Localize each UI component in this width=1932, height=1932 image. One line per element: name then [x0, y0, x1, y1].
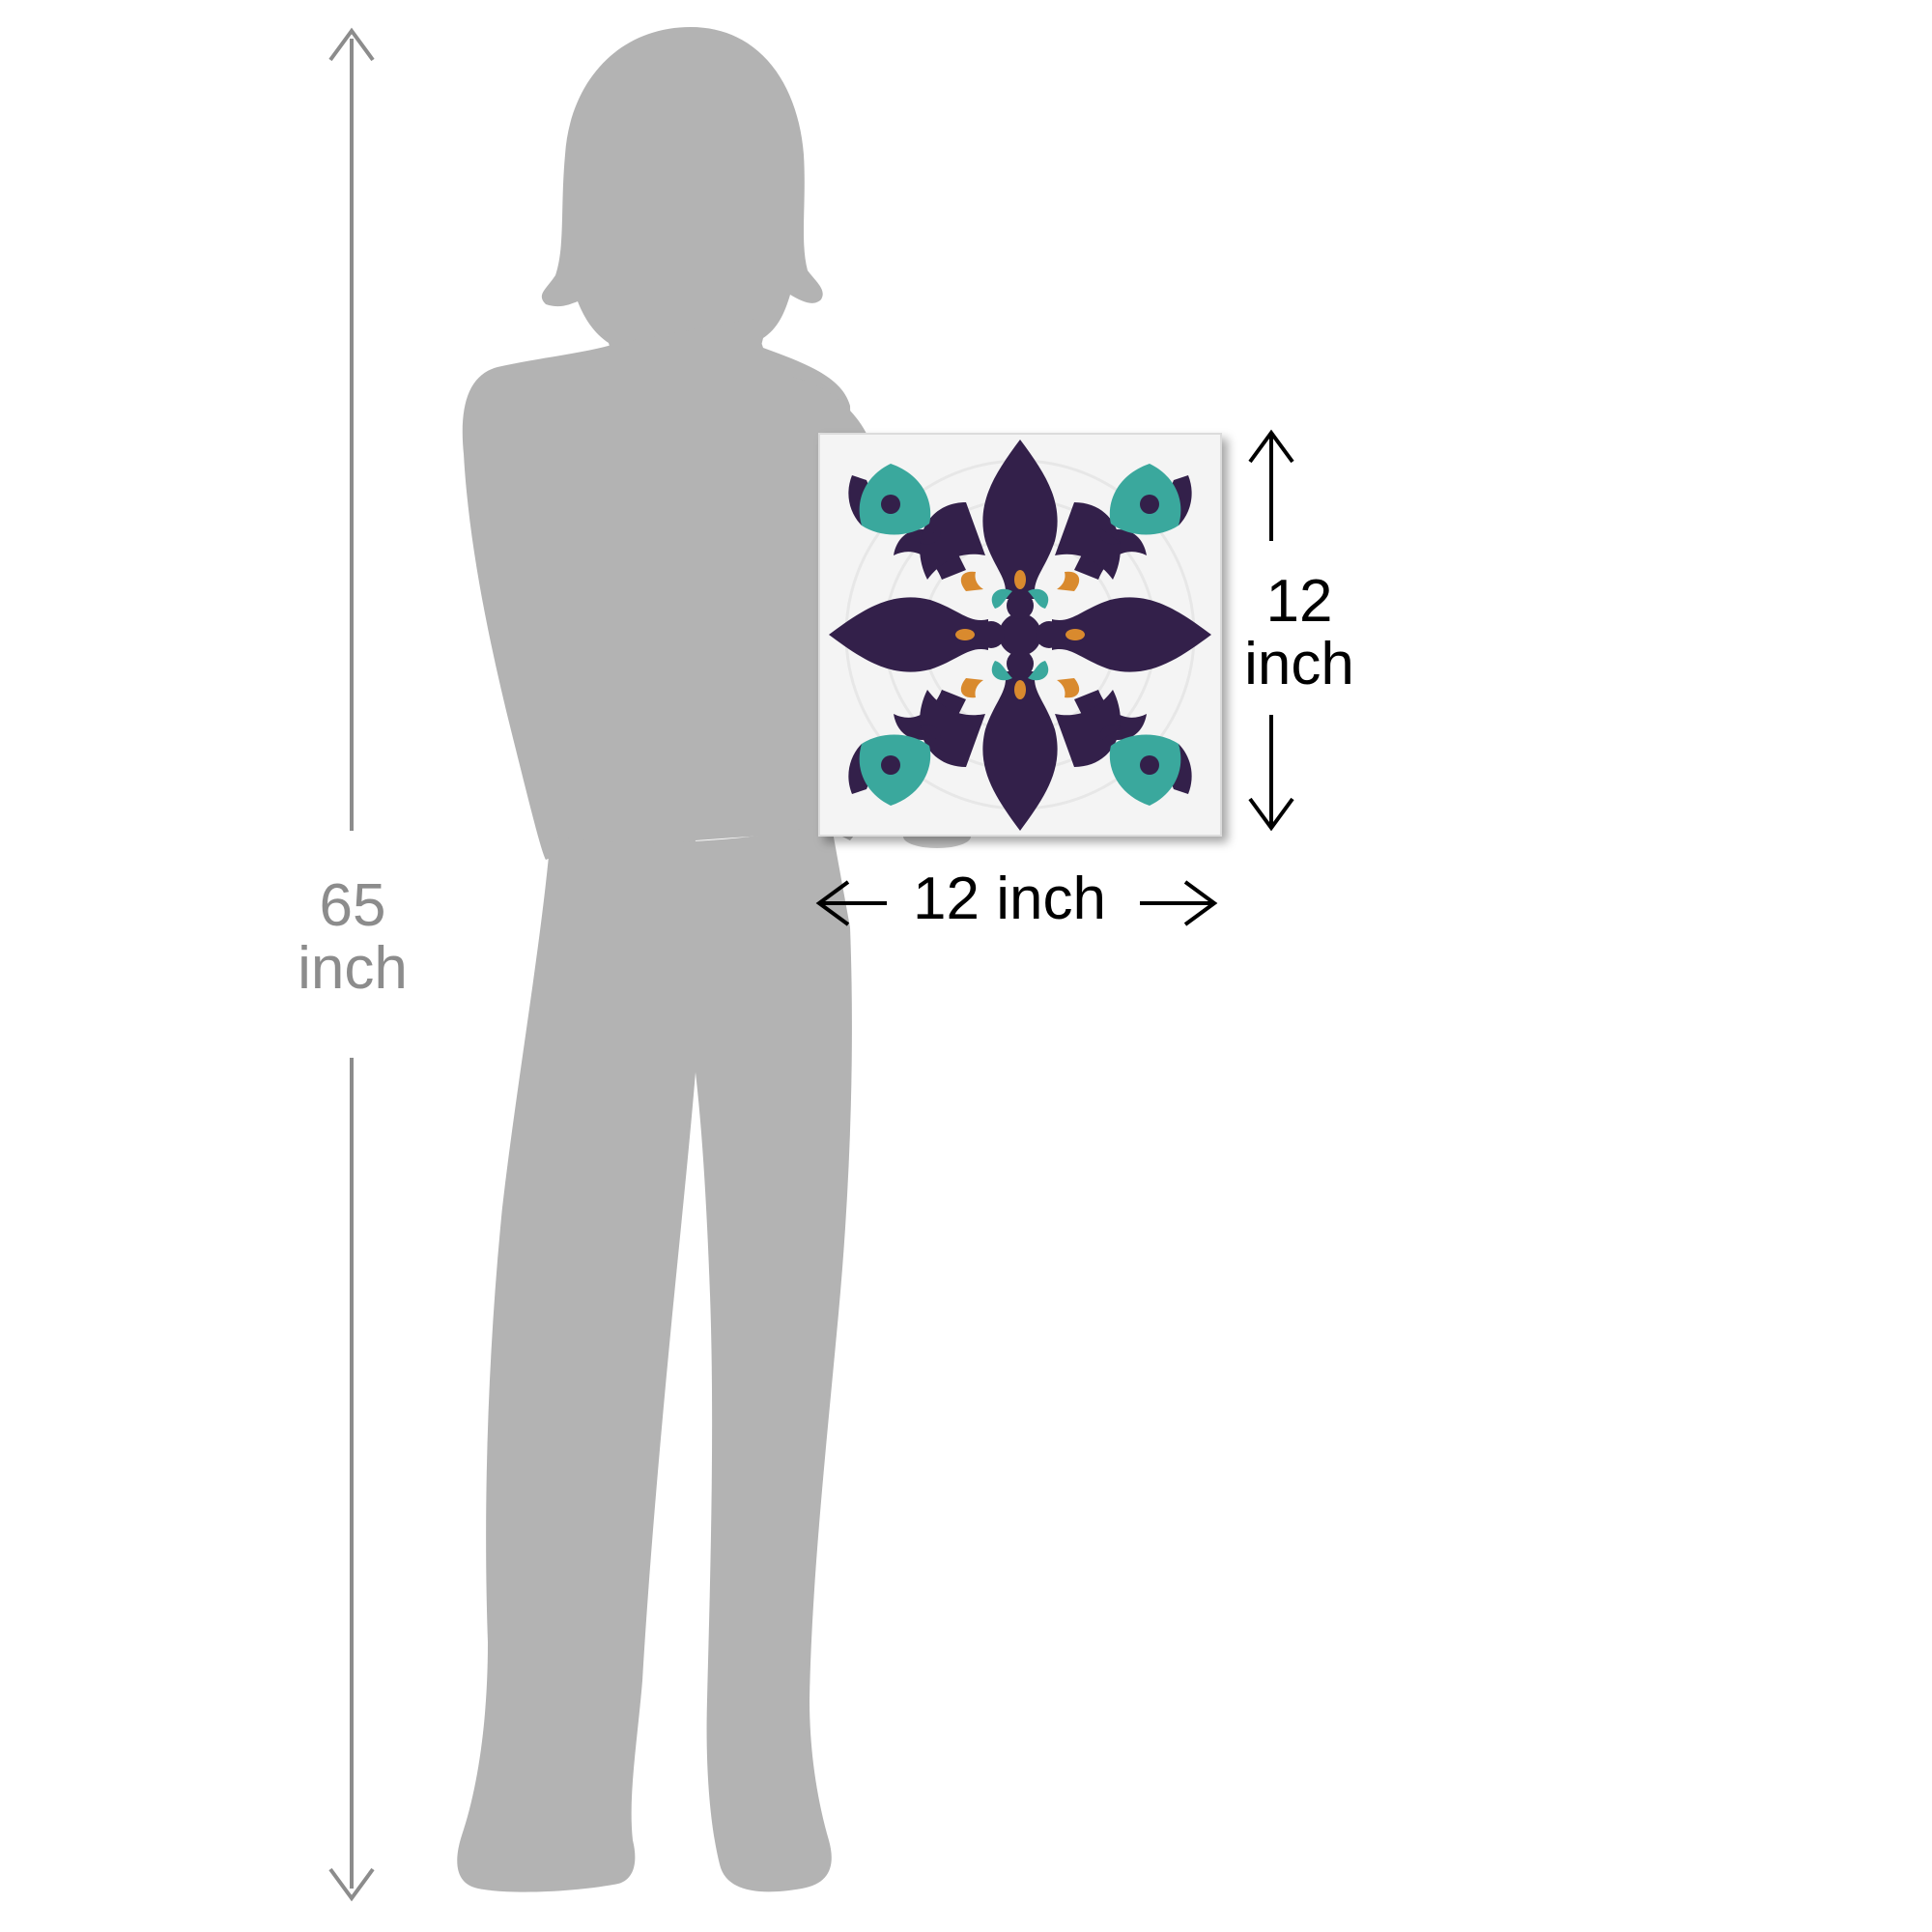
ornament-corner-top-left	[848, 464, 941, 545]
artwork-height-dimension-line	[1248, 429, 1294, 832]
artwork-height-unit: inch	[1244, 631, 1354, 698]
height-dimension-line	[328, 27, 375, 1902]
artwork-height-label: 12 inch	[1227, 570, 1372, 696]
person-silhouette	[457, 27, 971, 1892]
artwork-width-dimension-line	[815, 880, 1218, 926]
ornament-corner-bottom-left	[848, 724, 941, 806]
arrow-up-icon	[328, 27, 375, 62]
artwork-tile	[818, 433, 1222, 837]
ornament-corner-bottom-right	[1099, 724, 1192, 806]
person-height-unit: inch	[298, 935, 408, 1003]
ornament-orange-accents	[955, 570, 1085, 699]
ornament-center	[829, 440, 1211, 831]
person-height-label: 65 inch	[280, 874, 425, 1000]
arrow-down-icon	[328, 1867, 375, 1902]
arrow-right-icon	[1183, 880, 1218, 926]
arrow-left-icon	[815, 880, 850, 926]
artwork-width-label: 12 inch	[913, 866, 1106, 932]
arrow-down-icon	[1248, 797, 1294, 832]
person-height-value: 65	[319, 872, 386, 939]
ornament-corner-top-right	[1099, 464, 1192, 545]
artwork-height-value: 12	[1265, 568, 1333, 635]
arrow-up-icon	[1248, 429, 1294, 464]
